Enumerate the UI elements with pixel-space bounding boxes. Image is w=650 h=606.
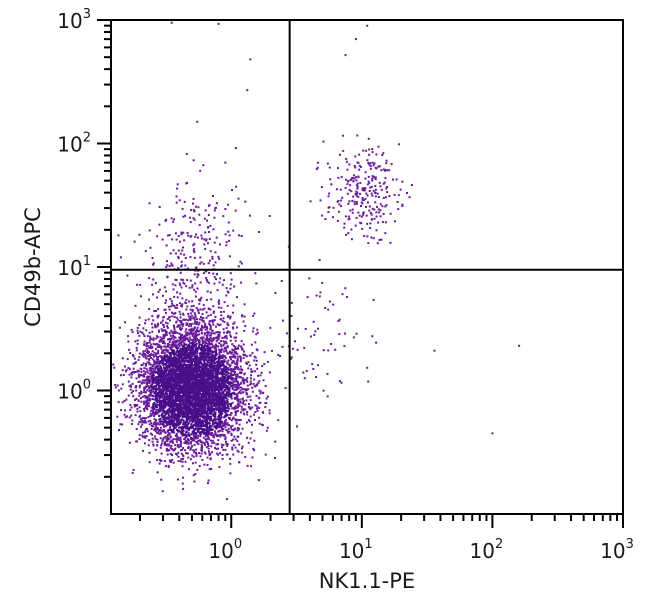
x-tick-label: 101 xyxy=(339,537,373,563)
event-dots xyxy=(112,21,521,501)
y-axis-ticks: 100 101 102 103 xyxy=(57,7,111,478)
y-tick-label: 102 xyxy=(57,131,91,157)
x-tick-label: 100 xyxy=(208,537,242,563)
y-axis-title: CD49b-APC xyxy=(21,207,45,327)
x-axis-ticks: 100 101 102 103 xyxy=(138,514,634,563)
y-tick-label: 100 xyxy=(57,378,91,404)
x-tick-label: 103 xyxy=(600,537,634,563)
y-tick-label: 103 xyxy=(57,7,91,33)
x-axis-title: NK1.1-PE xyxy=(319,569,415,593)
x-tick-label: 102 xyxy=(470,537,504,563)
y-tick-label: 101 xyxy=(57,254,91,280)
